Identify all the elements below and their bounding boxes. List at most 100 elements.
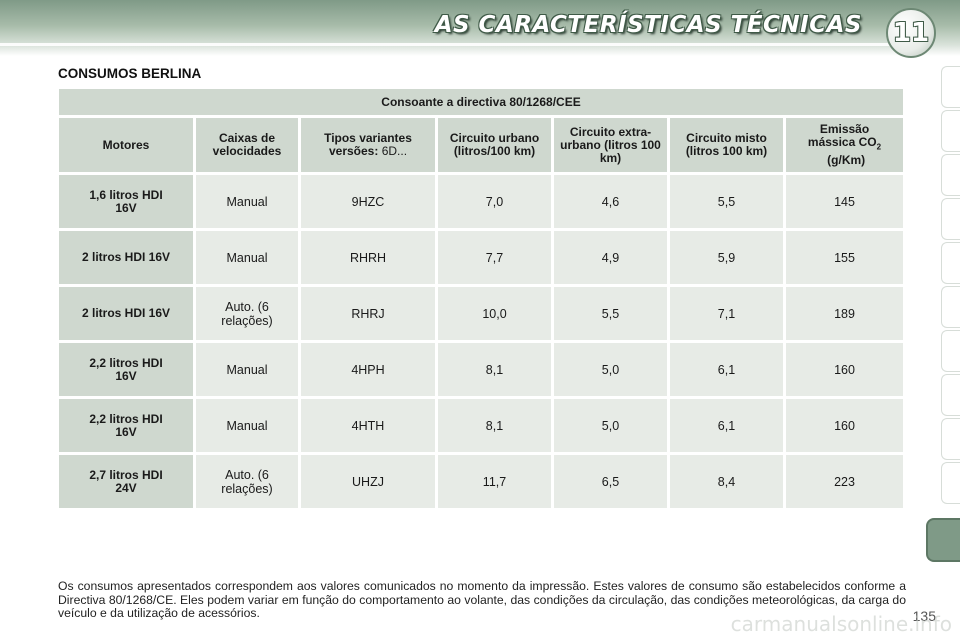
extra-urbano-cell-text: 5,0 [601,362,620,377]
motor-cell-text: 2,7 litros HDI 24V [89,467,163,495]
co2-cell-text: 145 [834,194,855,209]
extra-urbano-cell-text: 6,5 [601,474,620,489]
co2-cell: 160 [786,343,903,396]
chapter-tab[interactable] [941,66,960,108]
co2-cell: 160 [786,399,903,452]
misto-cell: 5,5 [670,175,783,228]
caixa-cell: Auto. (6 relações) [196,455,298,508]
extra-urbano-cell: 4,6 [554,175,667,228]
tipo-cell-text: 4HTH [351,418,385,433]
caixa-cell: Auto. (6 relações) [196,287,298,340]
motor-cell: 1,6 litros HDI 16V [59,175,193,228]
caixa-cell-text: Manual [226,418,268,433]
extra-urbano-label: Circuito extra-urbano (litros 100 km) [560,124,661,165]
extra-urbano-cell-text: 5,5 [601,306,620,321]
tipo-cell: RHRJ [301,287,435,340]
motor-cell: 2 litros HDI 16V [59,231,193,284]
motor-cell-text: 1,6 litros HDI 16V [89,187,163,215]
table-row: 2 litros HDI 16V Auto. (6 relações) RHRJ 10… [59,287,903,340]
motor-cell-text: 2,2 litros HDI 16V [89,411,163,439]
emissao-label: Emissão mássica CO2 (g/Km) [802,123,888,166]
urbano-cell-text: 7,0 [485,194,504,209]
motor-cell-text: 2,2 litros HDI 16V [89,355,163,383]
misto-cell: 8,4 [670,455,783,508]
co2-cell-text: 160 [834,362,855,377]
extra-urbano-cell: 5,0 [554,399,667,452]
table-row: 2,2 litros HDI 16V Manual 4HPH 8,1 5,0 6,1 160 [59,343,903,396]
motor-cell-text: 2 litros HDI 16V [81,306,171,320]
chapter-tab[interactable] [941,110,960,152]
misto-cell-text: 8,4 [717,474,736,489]
table-row: 1,6 litros HDI 16V Manual 9HZC 7,0 4,6 5,5 145 [59,175,903,228]
co2-cell: 155 [786,231,903,284]
tipos-label: Tipos variantes versões: [324,131,412,158]
misto-cell: 6,1 [670,399,783,452]
tipos-value: 6D... [381,144,408,158]
misto-label: Circuito misto (litros 100 km) [685,131,768,158]
caixas-label: Caixas de velocidades [212,131,282,158]
misto-cell: 5,9 [670,231,783,284]
urbano-cell-text: 10,0 [482,306,507,321]
tipo-cell-text: 4HPH [351,362,385,377]
table-column-header-row: Motores Caixas de velocidades Tipos vari… [59,118,903,172]
chapter-tab[interactable] [941,374,960,416]
chapter-tab[interactable] [941,154,960,196]
tipo-cell-text: RHRH [349,250,387,265]
tipo-cell-text: 9HZC [351,194,385,209]
co2-cell-text: 189 [834,306,855,321]
caixa-cell-text: Manual [226,250,268,265]
misto-cell-text: 7,1 [717,306,736,321]
column-header-misto: Circuito misto (litros 100 km) [670,118,783,172]
caixa-cell-text: Manual [226,362,268,377]
caixa-cell: Manual [196,399,298,452]
tipo-cell: 4HPH [301,343,435,396]
chapter-title: AS CARACTERÍSTICAS TÉCNICAS [434,12,862,38]
column-header-motores: Motores [59,118,193,172]
urbano-cell-text: 11,7 [482,474,507,489]
urbano-cell: 11,7 [438,455,551,508]
co2-cell: 189 [786,287,903,340]
emissao-subscript: 2 [876,142,882,152]
urbano-cell: 7,7 [438,231,551,284]
active-chapter-tab[interactable] [926,518,960,562]
emissao-suffix: (g/Km) [823,152,866,167]
tipo-cell: 9HZC [301,175,435,228]
extra-urbano-cell: 5,0 [554,343,667,396]
co2-cell-text: 160 [834,418,855,433]
misto-cell: 7,1 [670,287,783,340]
tipo-cell: RHRH [301,231,435,284]
urbano-cell-text: 8,1 [485,362,504,377]
urbano-cell: 8,1 [438,343,551,396]
column-header-urbano: Circuito urbano (litros/100 km) [438,118,551,172]
directive-header: Consoante a directiva 80/1268/CEE [59,89,903,115]
motor-cell: 2,2 litros HDI 16V [59,343,193,396]
caixa-cell-text: Manual [226,194,268,209]
co2-cell-text: 155 [834,250,855,265]
column-header-tipos: Tipos variantes versões: 6D... [301,118,435,172]
urbano-cell-text: 7,7 [485,250,504,265]
motor-cell-text: 2 litros HDI 16V [81,250,171,264]
table-row: 2 litros HDI 16V Manual RHRH 7,7 4,9 5,9 155 [59,231,903,284]
chapter-tab[interactable] [941,198,960,240]
chapter-tab[interactable] [941,242,960,284]
chapter-tabs [930,66,960,520]
chapter-tab[interactable] [941,462,960,504]
motor-cell: 2,2 litros HDI 16V [59,399,193,452]
urbano-cell: 7,0 [438,175,551,228]
misto-cell-text: 6,1 [717,362,736,377]
chapter-tab[interactable] [941,286,960,328]
extra-urbano-cell: 4,9 [554,231,667,284]
motor-cell: 2,7 litros HDI 24V [59,455,193,508]
chapter-tab[interactable] [941,418,960,460]
tipo-cell: 4HTH [301,399,435,452]
caixa-cell-text: Auto. (6 relações) [221,299,273,328]
table-directive-row: Consoante a directiva 80/1268/CEE [59,89,903,115]
motor-cell: 2 litros HDI 16V [59,287,193,340]
consumption-table: Consoante a directiva 80/1268/CEE Motore… [56,86,906,511]
section-title: CONSUMOS BERLINA [58,66,202,81]
tipo-cell-text: RHRJ [351,306,385,321]
misto-cell: 6,1 [670,343,783,396]
chapter-tab[interactable] [941,330,960,372]
column-header-emissao: Emissão mássica CO2 (g/Km) [786,118,903,172]
watermark: carmanualsonline.info [730,612,952,636]
